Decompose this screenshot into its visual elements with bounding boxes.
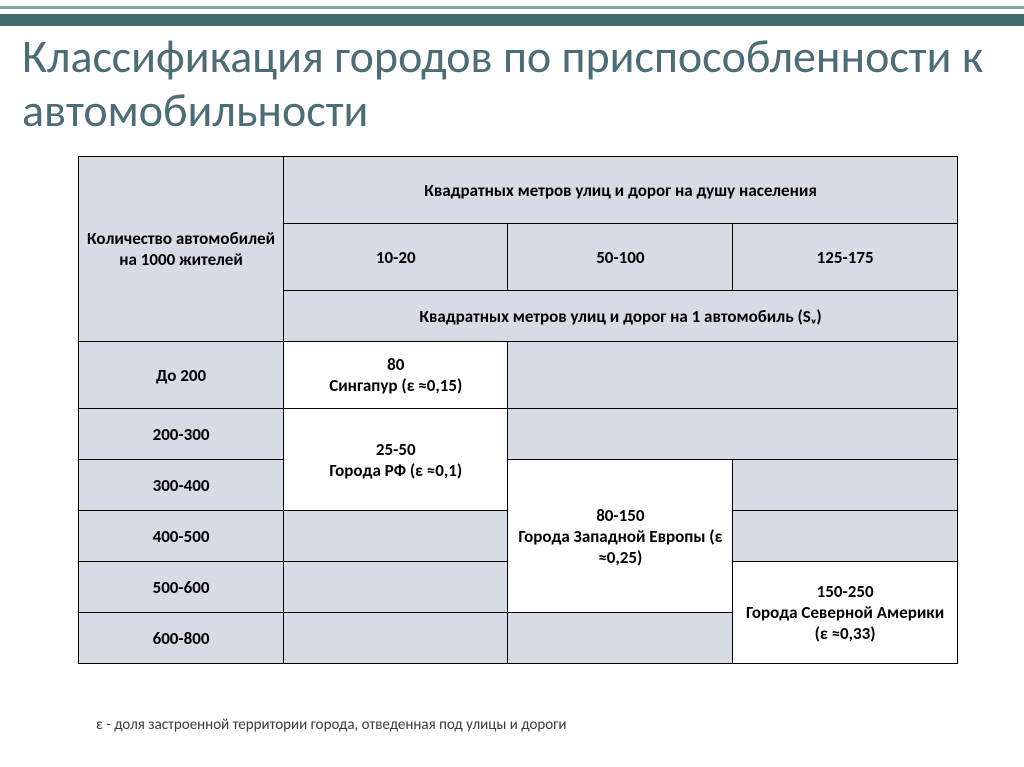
- row-label-4: 500-600: [79, 562, 284, 613]
- slide: Классификация городов по приспособленнос…: [0, 0, 1024, 767]
- row-label-0: До 200: [79, 342, 284, 409]
- accent-bar-light: [0, 6, 1024, 9]
- empty-cell: [284, 562, 508, 613]
- cell-weurope-label: Города Западной Европы (ε ≈0,25): [518, 526, 722, 568]
- empty-cell: [508, 342, 958, 409]
- cell-singapore-label: Сингапур (ε ≈0,15): [329, 375, 462, 396]
- cell-namerica-label: Города Северной Америки (ε ≈0,33): [746, 602, 944, 644]
- row-label-3: 400-500: [79, 511, 284, 562]
- cell-weurope-value: 80-150: [596, 505, 644, 526]
- empty-cell: [508, 409, 958, 460]
- empty-cell: [284, 613, 508, 664]
- col-header-top: Квадратных метров улиц и дорог на душу н…: [284, 157, 958, 224]
- empty-cell: [733, 460, 958, 511]
- accent-bar-dark: [0, 14, 1024, 26]
- cell-russia-label: Города РФ (ε ≈0,1): [329, 460, 462, 481]
- col-header-bottom: Квадратных метров улиц и дорог на 1 авто…: [284, 291, 958, 342]
- col-range-0: 10-20: [284, 224, 508, 291]
- cell-namerica: 150-250 Города Северной Америки (ε ≈0,33…: [733, 562, 958, 664]
- row-header: Количество автомобилей на 1000 жителей: [79, 157, 284, 342]
- slide-title: Классификация городов по приспособленнос…: [22, 30, 984, 138]
- cell-russia-value: 25-50: [376, 439, 416, 460]
- row-label-2: 300-400: [79, 460, 284, 511]
- cell-namerica-value: 150-250: [817, 581, 874, 602]
- cell-singapore-value: 80: [387, 354, 404, 375]
- row-label-1: 200-300: [79, 409, 284, 460]
- footnote: ε - доля застроенной территории города, …: [96, 716, 566, 734]
- classification-table: Количество автомобилей на 1000 жителей К…: [78, 156, 958, 664]
- cell-weurope: 80-150 Города Западной Европы (ε ≈0,25): [508, 460, 733, 613]
- col-range-2: 125-175: [733, 224, 958, 291]
- col-range-1: 50-100: [508, 224, 733, 291]
- empty-cell: [284, 511, 508, 562]
- cell-russia: 25-50 Города РФ (ε ≈0,1): [284, 409, 508, 511]
- row-label-5: 600-800: [79, 613, 284, 664]
- cell-singapore: 80 Сингапур (ε ≈0,15): [284, 342, 508, 409]
- empty-cell: [508, 613, 733, 664]
- empty-cell: [733, 511, 958, 562]
